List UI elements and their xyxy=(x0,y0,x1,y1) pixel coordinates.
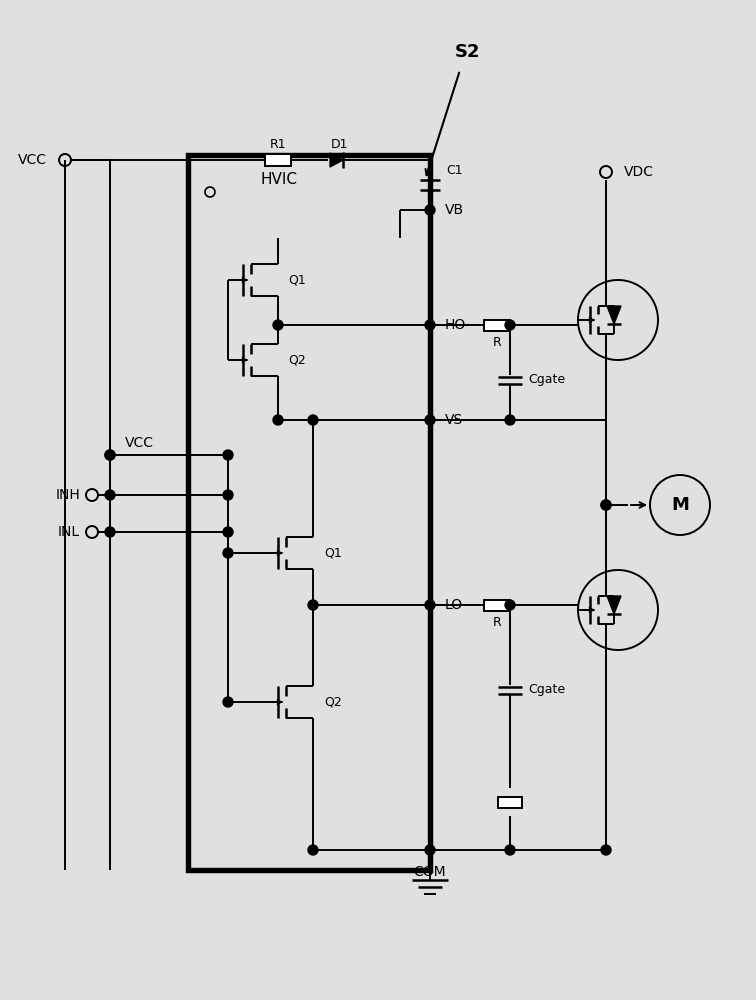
Circle shape xyxy=(308,600,318,610)
Text: Q1: Q1 xyxy=(324,546,342,560)
Bar xyxy=(484,320,510,330)
Circle shape xyxy=(273,320,283,330)
Text: R1: R1 xyxy=(270,137,287,150)
Text: M: M xyxy=(671,496,689,514)
Text: VS: VS xyxy=(445,413,463,427)
Text: R: R xyxy=(493,615,501,629)
Text: Cgate: Cgate xyxy=(528,684,565,696)
Text: Q2: Q2 xyxy=(324,696,342,708)
Text: VCC: VCC xyxy=(125,436,154,450)
Text: INL: INL xyxy=(58,525,80,539)
Text: Cgate: Cgate xyxy=(528,373,565,386)
Circle shape xyxy=(273,415,283,425)
Circle shape xyxy=(425,205,435,215)
Text: VCC: VCC xyxy=(18,153,47,167)
Text: LO: LO xyxy=(445,598,463,612)
Circle shape xyxy=(105,450,115,460)
Circle shape xyxy=(223,490,233,500)
Circle shape xyxy=(601,845,611,855)
Text: COM: COM xyxy=(414,865,446,879)
Text: Q2: Q2 xyxy=(288,354,305,366)
Circle shape xyxy=(601,500,611,510)
Circle shape xyxy=(601,500,611,510)
Polygon shape xyxy=(330,153,343,167)
Circle shape xyxy=(425,415,435,425)
Circle shape xyxy=(223,527,233,537)
Text: R: R xyxy=(493,336,501,349)
Text: VDC: VDC xyxy=(624,165,654,179)
Circle shape xyxy=(223,450,233,460)
Text: S2: S2 xyxy=(455,43,481,61)
Bar xyxy=(498,796,522,808)
Circle shape xyxy=(425,320,435,330)
Bar xyxy=(484,599,510,610)
Circle shape xyxy=(105,490,115,500)
Text: Q1: Q1 xyxy=(288,273,305,286)
Text: INH: INH xyxy=(55,488,80,502)
Polygon shape xyxy=(607,596,621,614)
Text: D1: D1 xyxy=(331,137,349,150)
Text: C1: C1 xyxy=(446,163,463,176)
Circle shape xyxy=(223,548,233,558)
Circle shape xyxy=(308,415,318,425)
Text: VB: VB xyxy=(445,203,464,217)
Bar xyxy=(265,154,291,166)
Circle shape xyxy=(105,450,115,460)
Polygon shape xyxy=(607,306,621,324)
Circle shape xyxy=(505,845,515,855)
Circle shape xyxy=(308,845,318,855)
Circle shape xyxy=(425,845,435,855)
Circle shape xyxy=(105,527,115,537)
Circle shape xyxy=(505,600,515,610)
Bar xyxy=(188,155,430,870)
Circle shape xyxy=(425,600,435,610)
Text: HVIC: HVIC xyxy=(260,172,297,188)
Text: HO: HO xyxy=(445,318,466,332)
Circle shape xyxy=(223,697,233,707)
Circle shape xyxy=(505,320,515,330)
Circle shape xyxy=(505,415,515,425)
